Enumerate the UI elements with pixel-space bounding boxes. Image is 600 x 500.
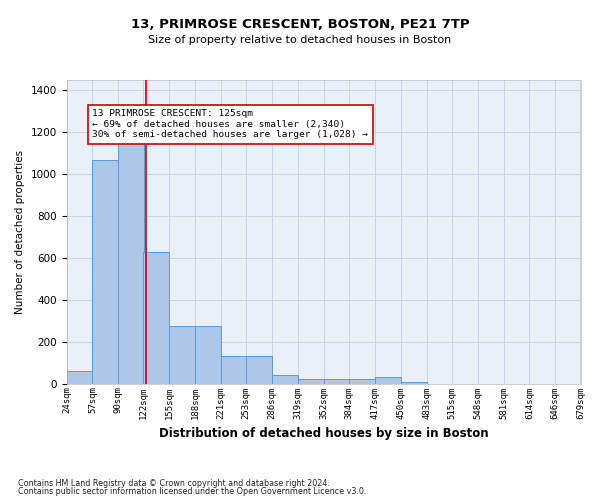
Text: Contains public sector information licensed under the Open Government Licence v3: Contains public sector information licen… <box>18 487 367 496</box>
Bar <box>143 252 169 384</box>
Bar <box>349 380 375 384</box>
Bar <box>221 356 247 384</box>
Bar <box>246 356 272 384</box>
Text: Size of property relative to detached houses in Boston: Size of property relative to detached ho… <box>148 35 452 45</box>
Y-axis label: Number of detached properties: Number of detached properties <box>15 150 25 314</box>
Bar <box>298 380 324 384</box>
Bar <box>195 326 221 384</box>
Bar <box>118 124 144 384</box>
X-axis label: Distribution of detached houses by size in Boston: Distribution of detached houses by size … <box>159 427 488 440</box>
Text: Contains HM Land Registry data © Crown copyright and database right 2024.: Contains HM Land Registry data © Crown c… <box>18 478 330 488</box>
Text: 13, PRIMROSE CRESCENT, BOSTON, PE21 7TP: 13, PRIMROSE CRESCENT, BOSTON, PE21 7TP <box>131 18 469 30</box>
Bar <box>324 380 350 384</box>
Bar <box>272 376 298 384</box>
Bar <box>375 378 401 384</box>
Bar <box>92 160 118 384</box>
Text: 13 PRIMROSE CRESCENT: 125sqm
← 69% of detached houses are smaller (2,340)
30% of: 13 PRIMROSE CRESCENT: 125sqm ← 69% of de… <box>92 110 368 139</box>
Bar <box>67 371 92 384</box>
Bar <box>169 326 195 384</box>
Bar <box>401 382 427 384</box>
